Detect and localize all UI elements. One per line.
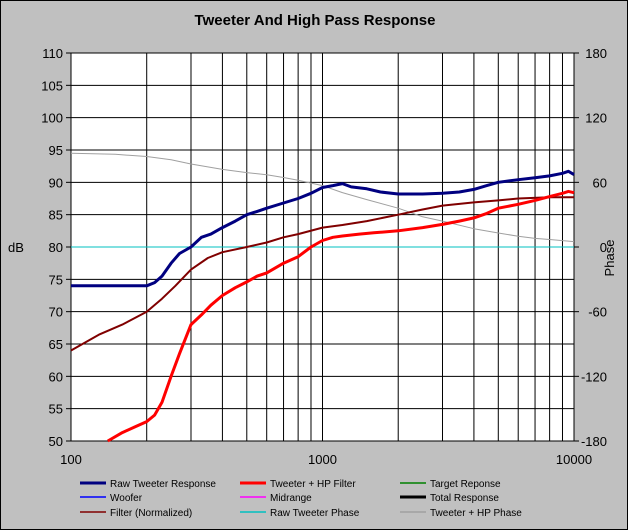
x-tick-label: 100 [60, 452, 82, 467]
series-layer [70, 152, 575, 443]
y-tick-label: 90 [49, 175, 63, 190]
x-tick-label: 1000 [308, 452, 337, 467]
legend-label-tweeter-hp-filter: Tweeter + HP Filter [270, 479, 356, 490]
y-tick-label: 105 [41, 78, 63, 93]
y-tick-label: 110 [42, 46, 63, 61]
legend-label-woofer: Woofer [110, 493, 143, 504]
ticks: 50 55 60 65 70 75 80 85 90 95 100 105 110 -180 -120 -60… [41, 46, 607, 467]
legend-label-target-reponse: Target Reponse [430, 479, 501, 490]
y-axis-label: dB [8, 240, 24, 255]
y-tick-label: 95 [49, 143, 63, 158]
y-tick-label: 50 [49, 434, 63, 449]
y2-tick-label: 120 [585, 111, 607, 126]
y2-tick-label: 180 [585, 46, 607, 61]
series-filter-normalized [70, 196, 574, 352]
y2-tick-label: -120 [581, 369, 607, 384]
y-tick-label: 100 [41, 111, 63, 126]
legend-label-midrange: Midrange [270, 493, 312, 504]
series-tweeter-hp-filter [107, 189, 575, 443]
series-raw-tweeter-response [71, 169, 575, 288]
y-tick-label: 65 [49, 337, 63, 352]
y-tick-label: 80 [49, 240, 63, 255]
y2-axis-label: Phase [602, 240, 617, 277]
legend-label-tweeter-hp-phase: Tweeter + HP Phase [430, 508, 522, 519]
legend-label-raw-tweeter-response: Raw Tweeter Response [110, 479, 216, 490]
y2-tick-label: -180 [581, 434, 607, 449]
y-tick-label: 70 [49, 305, 63, 320]
y-tick-label: 55 [49, 402, 63, 417]
legend-label-filter-normalized: Filter (Normalized) [110, 508, 192, 519]
y2-tick-label: 0 [600, 240, 607, 255]
y-tick-label: 85 [49, 208, 63, 223]
y2-tick-label: -60 [588, 305, 607, 320]
y-tick-label: 60 [49, 369, 63, 384]
series-tweeter-hp-phase [70, 152, 575, 243]
x-tick-label: 10000 [556, 452, 592, 467]
legend-label-raw-tweeter-phase: Raw Tweeter Phase [270, 508, 360, 519]
chart-title: Tweeter And High Pass Response [195, 12, 436, 29]
y-tick-label: 75 [49, 272, 63, 287]
legend: Raw Tweeter Response Tweeter + HP Filter T… [80, 479, 522, 519]
legend-label-total-response: Total Response [430, 493, 499, 504]
grid [66, 52, 579, 442]
y2-tick-label: 60 [593, 175, 607, 190]
